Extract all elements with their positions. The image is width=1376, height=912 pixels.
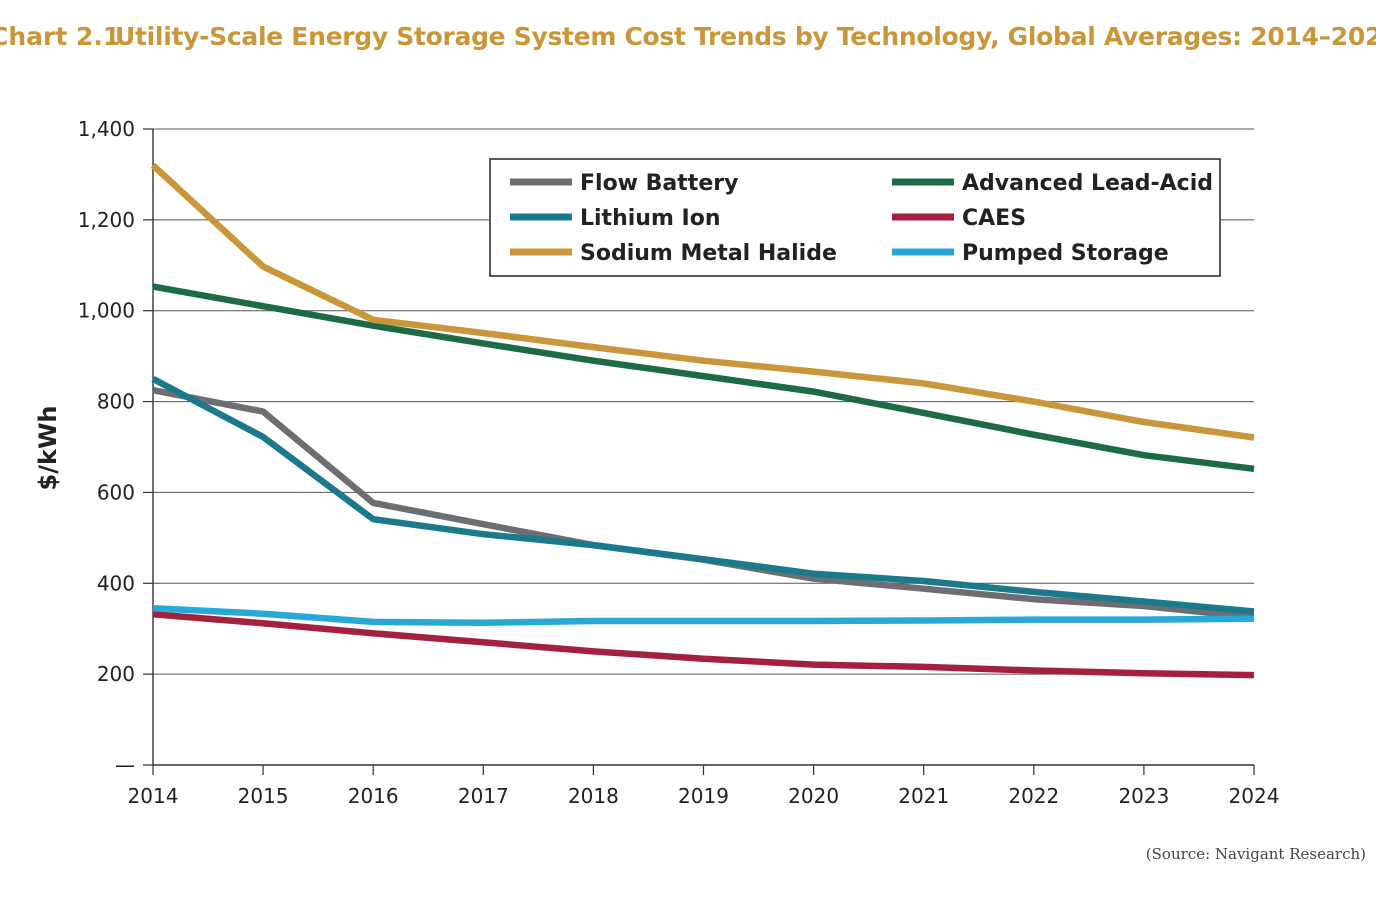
y-tick-label: 1,400 xyxy=(78,117,135,141)
x-tick-label: 2023 xyxy=(1118,784,1169,808)
x-tick-label: 2024 xyxy=(1229,784,1280,808)
x-axis-ticks: 2014 2015 2016 2017 2018 2019 2020 2021 2022 2023… xyxy=(128,765,1280,808)
series-line-caes xyxy=(152,610,1255,679)
y-axis-ticks: — 200 400 600 800 1,000 1,200 1,400 xyxy=(78,117,153,777)
title-row: Chart 2.1 Utility-Scale Energy Storage S… xyxy=(0,22,1376,62)
legend-label-lithium-ion: Lithium Ion xyxy=(580,206,721,231)
series-lines xyxy=(150,162,1255,679)
y-tick-label: 800 xyxy=(97,390,135,414)
x-tick-label: 2019 xyxy=(678,784,729,808)
source-note: (Source: Navigant Research) xyxy=(1145,845,1366,863)
x-tick-label: 2014 xyxy=(128,784,179,808)
series-line-advanced-lead-acid xyxy=(152,283,1255,473)
y-tick-label: 400 xyxy=(97,571,135,595)
series-line-pumped-storage xyxy=(152,605,1255,627)
legend-label-advanced-lead-acid: Advanced Lead-Acid xyxy=(962,171,1213,196)
x-tick-label: 2020 xyxy=(788,784,839,808)
x-tick-label: 2018 xyxy=(568,784,619,808)
legend-label-sodium-metal-halide: Sodium Metal Halide xyxy=(580,241,837,266)
legend-label-caes: CAES xyxy=(962,206,1026,231)
legend-label-pumped-storage: Pumped Storage xyxy=(962,241,1169,266)
x-tick-label: 2021 xyxy=(898,784,949,808)
series-line-lithium-ion xyxy=(151,376,1255,615)
y-tick-label: 1,200 xyxy=(78,208,135,232)
chart-number: Chart 2.1 xyxy=(0,22,121,51)
legend: Flow Battery Advanced Lead-Acid Lithium Io… xyxy=(489,158,1221,277)
y-tick-label: 1,000 xyxy=(78,299,135,323)
y-axis-label: $/kWh xyxy=(34,406,62,491)
x-tick-label: 2022 xyxy=(1008,784,1059,808)
x-tick-label: 2015 xyxy=(238,784,289,808)
legend-label-flow-battery: Flow Battery xyxy=(580,171,738,196)
y-tick-label: 200 xyxy=(97,662,135,686)
chart-title: Utility-Scale Energy Storage System Cost… xyxy=(115,22,1376,51)
y-tick-label: 600 xyxy=(97,480,135,504)
legend-box xyxy=(489,158,1221,277)
x-tick-label: 2016 xyxy=(348,784,399,808)
y-tick-label: — xyxy=(115,753,135,777)
x-tick-label: 2017 xyxy=(458,784,509,808)
series-line-sodium-metal-halide xyxy=(150,162,1255,441)
